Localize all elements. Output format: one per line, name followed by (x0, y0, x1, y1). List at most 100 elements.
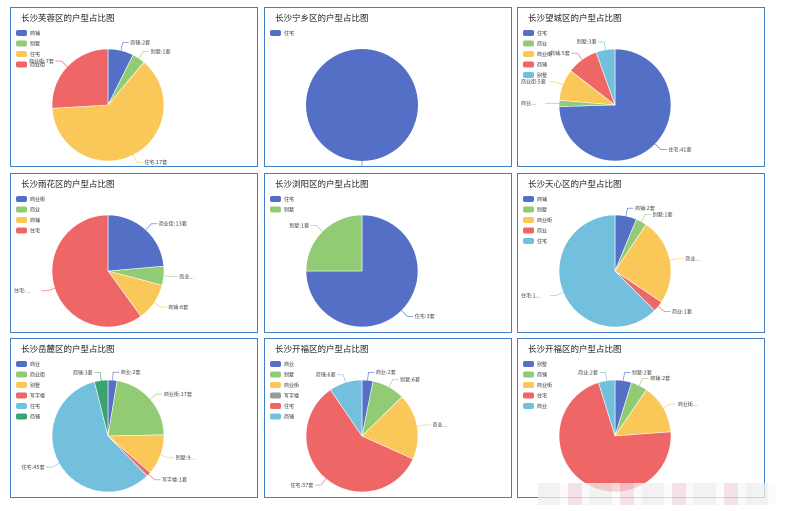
legend-item[interactable]: 写字楼 (270, 392, 299, 400)
chart-title: 长沙浏阳区的户型占比图 (275, 180, 369, 190)
legend-item[interactable]: 商业街 (16, 371, 45, 379)
pie-slice[interactable] (107, 380, 165, 437)
legend-item[interactable]: 商业街 (270, 382, 299, 389)
label-leader-line (361, 161, 363, 166)
legend-item[interactable]: 商业 (523, 40, 547, 48)
legend-item[interactable]: 住宅 (16, 227, 40, 235)
legend-item[interactable]: 住宅 (16, 51, 40, 58)
slice-label: 商业:2套 (578, 370, 598, 377)
chart-title: 长沙宁乡区的户型占比图 (275, 14, 369, 24)
legend-swatch (16, 217, 27, 223)
label-leader-line (41, 288, 55, 292)
legend-item[interactable]: 住宅 (16, 403, 40, 410)
legend-item[interactable]: 住宅 (523, 30, 547, 37)
legend-swatch (523, 217, 534, 223)
legend-item[interactable]: 商业 (16, 206, 40, 214)
pie-slice[interactable] (595, 48, 616, 106)
pie-slice[interactable] (305, 214, 419, 328)
legend-label: 商铺 (537, 196, 547, 203)
slice-label: 商业... (685, 255, 700, 262)
legend-item[interactable]: 商业街 (523, 51, 552, 58)
slice-label: 写字楼:1套 (162, 477, 187, 484)
legend-label: 商业街 (30, 196, 45, 203)
legend-item[interactable]: 商铺 (16, 30, 40, 37)
legend-item[interactable]: 商铺 (523, 61, 547, 69)
legend-item[interactable]: 住宅 (523, 392, 547, 400)
legend-item[interactable]: 商业 (16, 361, 40, 368)
label-leader-line (120, 42, 129, 51)
legend-item[interactable]: 别墅 (270, 206, 294, 214)
legend-item[interactable]: 住宅 (270, 196, 294, 203)
legend-item[interactable]: 别墅 (16, 382, 40, 389)
legend-label: 住宅 (284, 403, 294, 410)
legend-swatch (523, 361, 534, 367)
pie-slice[interactable] (558, 382, 672, 493)
slice-label: 商业街... (678, 401, 698, 408)
pie-slice[interactable] (598, 379, 616, 437)
legend-swatch (16, 51, 27, 57)
legend-item[interactable]: 商铺 (16, 413, 40, 421)
legend-item[interactable]: 别墅 (523, 361, 547, 368)
legend-swatch (523, 371, 534, 378)
legend-item[interactable]: 住宅 (523, 238, 547, 245)
pie-slice[interactable] (305, 214, 363, 272)
legend-label: 别墅 (30, 382, 40, 389)
legend-item[interactable]: 住宅 (270, 403, 294, 410)
slice-label: 商业:2套 (376, 369, 396, 376)
pie-slice[interactable] (614, 389, 672, 437)
legend-label: 住宅 (537, 30, 547, 37)
pie-slice[interactable] (51, 48, 109, 109)
pie-chart-panel: 长沙宁乡区的户型占比图住宅住宅:4套 (264, 7, 512, 167)
slice-label: 住宅:4套 (370, 166, 390, 167)
pie-slice[interactable] (558, 48, 672, 162)
pie-slice[interactable] (107, 214, 165, 272)
legend-swatch (270, 371, 281, 378)
legend-item[interactable]: 住宅 (270, 30, 294, 37)
legend-swatch (523, 382, 534, 388)
legend-item[interactable]: 别墅 (270, 371, 294, 379)
legend-item[interactable]: 商铺 (16, 217, 40, 224)
legend-label: 别墅 (30, 41, 40, 48)
chart-title: 长沙雨花区的户型占比图 (21, 180, 115, 190)
legend-swatch (16, 227, 27, 234)
legend-item[interactable]: 商业街 (523, 217, 552, 224)
legend-swatch (523, 30, 534, 36)
legend-item[interactable]: 商业街 (16, 61, 45, 69)
legend-item[interactable]: 别墅 (523, 72, 547, 79)
pie-slice[interactable] (361, 396, 419, 460)
label-leader-line (138, 51, 150, 59)
label-leader-line (367, 371, 375, 381)
legend-item[interactable]: 商业街 (523, 382, 552, 389)
chart-title: 长沙天心区的户型占比图 (528, 180, 622, 190)
legend-swatch (523, 61, 534, 68)
pie-slice[interactable] (51, 214, 142, 328)
legend-label: 住宅 (30, 403, 40, 410)
legend-item[interactable]: 别墅 (16, 40, 40, 48)
label-leader-line (549, 292, 564, 296)
slice-label: 商铺:5套 (550, 50, 570, 57)
legend-swatch (16, 206, 27, 213)
legend-swatch (523, 196, 534, 202)
legend-item[interactable]: 商铺 (270, 413, 294, 421)
legend-item[interactable]: 商铺 (523, 196, 547, 203)
legend-label: 住宅 (30, 228, 40, 235)
legend-item[interactable]: 写字楼 (16, 392, 45, 400)
legend-item[interactable]: 别墅 (523, 206, 547, 214)
label-leader-line (112, 371, 120, 381)
legend-item[interactable]: 商业 (523, 403, 547, 410)
pie-slice[interactable] (614, 224, 672, 303)
legend-swatch (16, 30, 27, 36)
slice-label: 商铺:2套 (130, 40, 150, 47)
legend-item[interactable]: 商业 (270, 361, 294, 368)
legend-label: 别墅 (537, 207, 547, 214)
legend-item[interactable]: 商业街 (16, 196, 45, 203)
legend-swatch (523, 227, 534, 234)
legend-label: 商业街 (30, 372, 45, 379)
pie-slice[interactable] (306, 49, 418, 161)
legend-item[interactable]: 商铺 (523, 371, 547, 379)
legend-item[interactable]: 商业 (523, 227, 547, 235)
legend-label: 商业街 (284, 382, 299, 389)
pie-slice[interactable] (94, 379, 109, 437)
pie-slice[interactable] (51, 381, 148, 493)
legend-swatch (16, 196, 27, 202)
